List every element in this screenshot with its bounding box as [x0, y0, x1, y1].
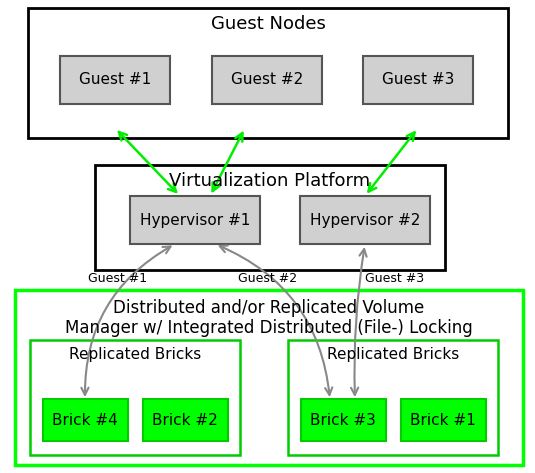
Text: Replicated Bricks: Replicated Bricks	[69, 347, 201, 361]
Text: Brick #4: Brick #4	[52, 412, 118, 428]
Text: Guest #3: Guest #3	[382, 72, 454, 88]
Bar	[130, 196, 260, 244]
Bar	[401, 399, 485, 441]
Text: Guest #2: Guest #2	[231, 72, 303, 88]
Bar	[42, 399, 127, 441]
Text: Brick #1: Brick #1	[410, 412, 476, 428]
Bar	[30, 340, 240, 455]
Text: Guest #1: Guest #1	[79, 72, 151, 88]
Bar	[288, 340, 498, 455]
Bar	[212, 56, 322, 104]
Bar	[363, 56, 473, 104]
Bar	[300, 196, 430, 244]
Text: Guest #1: Guest #1	[88, 272, 148, 284]
Text: Brick #2: Brick #2	[152, 412, 218, 428]
Text: Virtualization Platform: Virtualization Platform	[170, 172, 371, 190]
Text: Guest #2: Guest #2	[239, 272, 297, 284]
Text: Replicated Bricks: Replicated Bricks	[327, 347, 459, 361]
Text: Guest #3: Guest #3	[365, 272, 425, 284]
Bar	[95, 165, 445, 270]
Bar	[28, 8, 508, 138]
Bar	[142, 399, 227, 441]
Bar	[60, 56, 170, 104]
Text: Distributed and/or Replicated Volume
Manager w/ Integrated Distributed (File-) L: Distributed and/or Replicated Volume Man…	[65, 298, 473, 337]
Text: Brick #3: Brick #3	[310, 412, 376, 428]
Bar	[301, 399, 386, 441]
Text: Hypervisor #1: Hypervisor #1	[140, 212, 250, 228]
Text: Hypervisor #2: Hypervisor #2	[310, 212, 420, 228]
Text: Guest Nodes: Guest Nodes	[211, 15, 325, 33]
Bar	[15, 290, 523, 465]
